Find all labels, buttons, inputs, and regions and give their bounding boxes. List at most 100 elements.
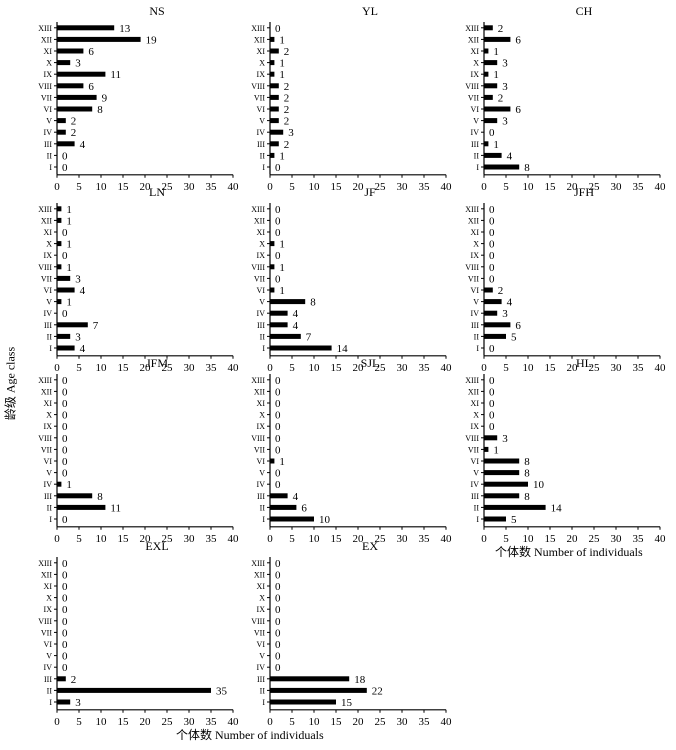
x-tick-label: 25 [162, 362, 174, 374]
y-tick-label: XII [468, 216, 479, 225]
bar-value-label: 0 [489, 421, 495, 433]
y-tick-label: X [259, 240, 265, 249]
bar-value-label: 3 [502, 58, 508, 70]
bar-value-label: 2 [498, 92, 504, 104]
bar-value-label: 6 [515, 320, 521, 332]
y-tick-label: XII [254, 216, 265, 225]
x-tick-label: 15 [545, 533, 557, 545]
bar-value-label: 0 [489, 375, 495, 387]
bar [270, 504, 297, 510]
y-tick-label: XI [471, 399, 480, 408]
bar-value-label: 3 [75, 58, 81, 70]
x-tick-label: 20 [567, 362, 579, 374]
bar-value-label: 0 [489, 262, 495, 274]
x-tick-label: 40 [441, 181, 453, 193]
bar [57, 322, 88, 328]
bar-value-label: 0 [62, 162, 68, 174]
bar-value-label: 3 [75, 273, 81, 285]
bar-value-label: 4 [80, 285, 86, 297]
bar-value-label: 0 [62, 150, 68, 162]
bar-value-label: 0 [275, 227, 281, 239]
y-tick-label: II [47, 151, 53, 160]
bar-value-label: 0 [489, 273, 495, 285]
y-tick-label: X [259, 411, 265, 420]
x-tick-label: 0 [267, 362, 273, 374]
y-tick-label: VI [257, 457, 266, 466]
bar-value-label: 0 [62, 410, 68, 422]
y-tick-label: I [476, 344, 479, 353]
y-tick-label: I [262, 698, 265, 707]
x-tick-label: 40 [228, 181, 240, 193]
bar-value-label: 0 [489, 398, 495, 410]
x-tick-label: 5 [289, 362, 295, 374]
bar [484, 481, 528, 487]
y-tick-label: VI [471, 286, 480, 295]
bar-value-label: 10 [319, 514, 331, 526]
x-tick-label: 30 [611, 181, 623, 193]
y-tick-label: VI [44, 640, 53, 649]
x-tick-label: 20 [353, 181, 365, 193]
y-tick-label: II [47, 332, 53, 341]
y-tick-label: VIII [38, 434, 52, 443]
bar-value-label: 8 [524, 162, 530, 174]
bar-value-label: 0 [62, 604, 68, 616]
bar [270, 94, 279, 100]
y-tick-label: VIII [251, 82, 265, 91]
bar [484, 71, 489, 77]
bar-value-label: 0 [275, 215, 281, 227]
bar-value-label: 0 [489, 127, 495, 139]
bar-value-label: 0 [275, 250, 281, 262]
bar [270, 106, 279, 112]
bar [270, 141, 279, 147]
panel-title: JF [364, 185, 376, 199]
panel-title: JFH [574, 185, 594, 199]
y-tick-label: III [44, 675, 52, 684]
x-tick-label: 15 [118, 181, 130, 193]
bar [57, 241, 62, 247]
x-tick-label: 35 [633, 181, 645, 193]
y-tick-label: VI [44, 286, 53, 295]
y-tick-label: V [473, 469, 479, 478]
y-tick-label: III [471, 321, 479, 330]
y-tick-label: IV [257, 128, 266, 137]
y-tick-label: XI [471, 47, 480, 56]
bar-value-label: 2 [284, 81, 290, 93]
bar-value-label: 11 [110, 502, 121, 514]
bar [270, 676, 350, 682]
y-tick-label: XI [44, 582, 53, 591]
bar-value-label: 0 [62, 558, 68, 570]
bar [57, 25, 115, 31]
bar [57, 345, 75, 351]
x-tick-label: 30 [184, 533, 196, 545]
y-tick-label: III [257, 321, 265, 330]
bar-value-label: 1 [66, 297, 72, 309]
y-tick-label: VII [41, 445, 52, 454]
y-tick-label: VIII [251, 263, 265, 272]
bar [270, 264, 275, 270]
bar [57, 699, 71, 705]
bar [57, 217, 62, 223]
bar [270, 48, 279, 54]
y-tick-label: I [49, 698, 52, 707]
y-tick-label: XIII [38, 24, 52, 33]
bar-value-label: 4 [507, 297, 513, 309]
x-tick-label: 30 [611, 362, 623, 374]
bar [57, 493, 93, 499]
bar-value-label: 0 [62, 250, 68, 262]
y-tick-label: XII [254, 387, 265, 396]
bar-value-label: 8 [524, 456, 530, 468]
bar [57, 687, 211, 693]
y-tick-label: IV [44, 309, 53, 318]
y-tick-label: III [44, 321, 52, 330]
bar-value-label: 1 [279, 58, 285, 70]
x-tick-label: 30 [397, 716, 409, 728]
y-tick-label: VIII [251, 617, 265, 626]
bar-value-label: 0 [275, 273, 281, 285]
y-tick-label: XIII [465, 205, 479, 214]
y-tick-label: V [46, 469, 52, 478]
bar [270, 152, 275, 158]
y-tick-label: IX [257, 251, 266, 260]
bar-value-label: 6 [515, 104, 521, 116]
x-tick-label: 40 [441, 362, 453, 374]
bar-value-label: 8 [524, 491, 530, 503]
